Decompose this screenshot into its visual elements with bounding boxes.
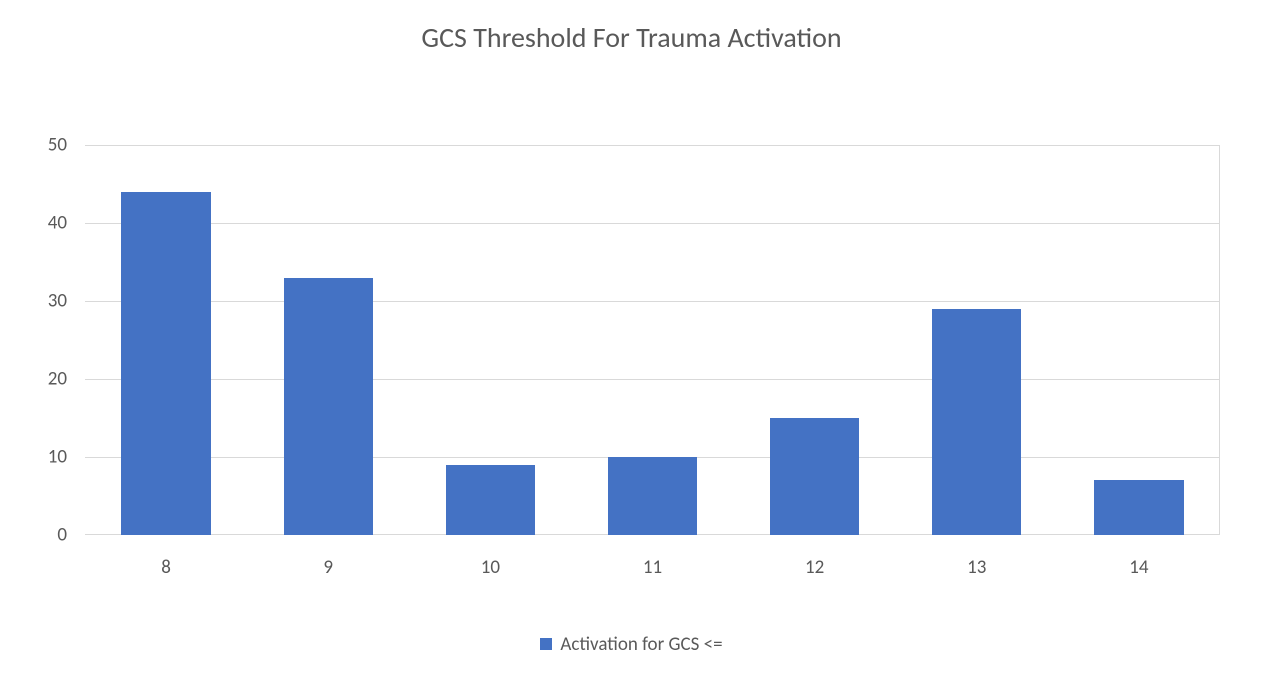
x-tick-label: 11: [643, 556, 662, 579]
gridline: [85, 379, 1220, 380]
legend-label: Activation for GCS <=: [560, 633, 722, 656]
bar: [446, 465, 535, 535]
x-tick-label: 12: [805, 556, 824, 579]
bar: [932, 309, 1021, 535]
bar: [608, 457, 697, 535]
y-tick-label: 10: [0, 446, 67, 469]
y-tick-label: 20: [0, 368, 67, 391]
gridline: [85, 223, 1220, 224]
y-tick-label: 40: [0, 212, 67, 235]
x-tick-label: 14: [1129, 556, 1148, 579]
gridline: [85, 145, 1220, 146]
y-tick-label: 30: [0, 290, 67, 313]
legend-swatch: [540, 638, 552, 650]
x-tick-label: 9: [323, 556, 333, 579]
y-tick-label: 0: [0, 524, 67, 547]
bar-chart: GCS Threshold For Trauma Activation Acti…: [0, 0, 1263, 687]
legend: Activation for GCS <=: [0, 632, 1263, 656]
bar: [1094, 480, 1183, 535]
x-tick-label: 8: [161, 556, 171, 579]
chart-title: GCS Threshold For Trauma Activation: [0, 20, 1263, 55]
bar: [121, 192, 210, 535]
plot-area: [85, 145, 1220, 535]
y-tick-label: 50: [0, 134, 67, 157]
bar: [284, 278, 373, 535]
bar: [770, 418, 859, 535]
x-tick-label: 10: [481, 556, 500, 579]
plot-border-right: [1219, 145, 1220, 535]
gridline: [85, 301, 1220, 302]
x-tick-label: 13: [967, 556, 986, 579]
